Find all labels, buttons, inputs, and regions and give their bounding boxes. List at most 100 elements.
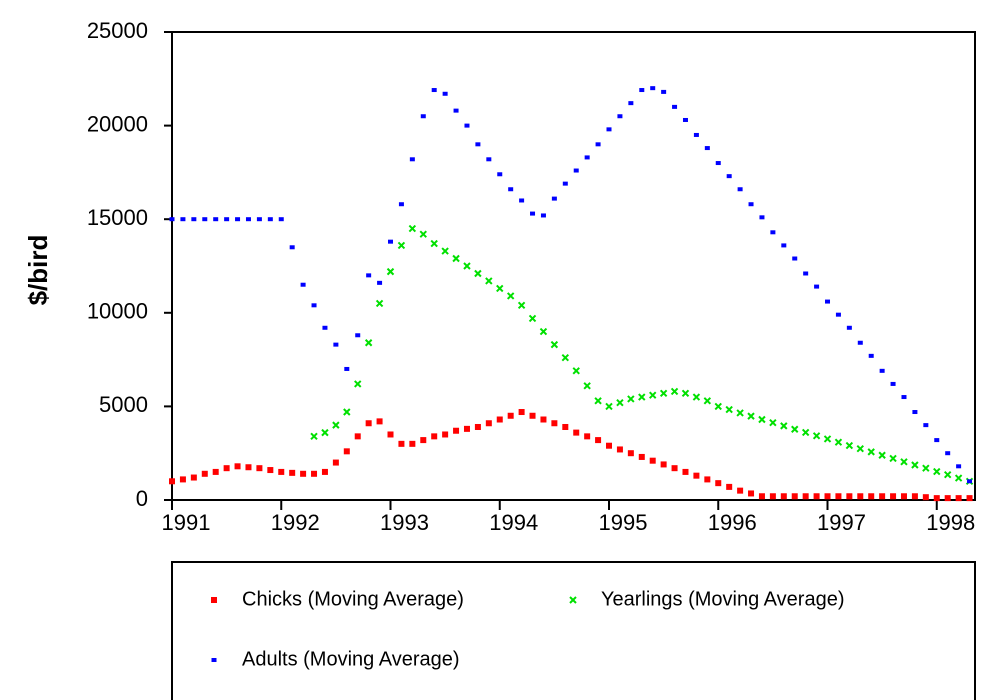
data-point (343, 448, 350, 455)
data-point (256, 465, 263, 472)
data-point (616, 446, 623, 453)
data-point (813, 493, 820, 500)
data-point (791, 425, 799, 433)
data-point (409, 157, 415, 162)
data-point (803, 271, 809, 276)
data-point (550, 340, 559, 349)
data-point (835, 312, 841, 317)
data-point (409, 440, 416, 447)
data-point (900, 458, 908, 466)
y-tick-label: 10000 (87, 299, 148, 324)
data-point (397, 241, 406, 250)
data-point (311, 303, 317, 308)
data-point (934, 438, 940, 443)
data-point (507, 412, 514, 419)
data-point (529, 412, 536, 419)
data-point (474, 423, 481, 430)
data-point (791, 493, 798, 500)
data-point (715, 480, 722, 487)
data-point (650, 86, 656, 91)
data-point (540, 213, 546, 218)
data-point (311, 470, 318, 477)
data-point (825, 299, 831, 304)
data-point (605, 402, 613, 411)
data-point (769, 418, 777, 427)
data-point (278, 468, 285, 475)
data-point (923, 423, 929, 428)
x-tick-label: 1992 (271, 510, 320, 535)
data-point (628, 101, 634, 106)
data-point (474, 269, 482, 278)
legend-marker (569, 596, 577, 604)
data-point (179, 476, 186, 483)
data-point (572, 367, 580, 375)
data-point (561, 354, 570, 362)
data-point (344, 366, 350, 371)
data-point (267, 217, 273, 222)
data-point (955, 495, 962, 502)
data-point (377, 280, 383, 285)
data-point (627, 450, 634, 457)
data-point (715, 161, 721, 166)
data-point (583, 382, 591, 390)
data-point (802, 493, 809, 500)
data-point (365, 420, 372, 427)
data-point (867, 448, 875, 456)
data-point (321, 468, 328, 475)
data-point (551, 420, 558, 427)
data-point (780, 493, 787, 500)
data-point (648, 391, 657, 399)
data-point (812, 432, 821, 440)
data-point (562, 181, 568, 186)
data-point (890, 381, 896, 386)
data-point (912, 410, 918, 415)
data-point (901, 395, 907, 400)
data-point (519, 198, 525, 203)
data-point (933, 467, 941, 476)
data-point (452, 254, 460, 263)
data-point (759, 215, 765, 220)
data-point (834, 438, 843, 446)
data-point (846, 493, 853, 500)
data-point (180, 217, 186, 222)
data-point (289, 245, 295, 250)
data-point (681, 389, 690, 398)
data-point (398, 202, 404, 207)
data-point (463, 425, 470, 432)
data-point (375, 299, 384, 308)
data-point (333, 342, 339, 347)
data-point (890, 493, 897, 500)
data-point (388, 239, 394, 244)
data-point (792, 256, 798, 261)
data-point (191, 217, 197, 222)
data-point (517, 301, 526, 310)
data-point (823, 435, 832, 443)
data-point (573, 168, 579, 173)
y-tick-label: 25000 (87, 18, 148, 43)
data-point (835, 493, 842, 500)
data-point (933, 495, 940, 502)
data-point (508, 187, 514, 192)
data-point (485, 277, 493, 285)
data-point (966, 495, 973, 502)
data-point (562, 423, 569, 430)
data-point (682, 468, 689, 475)
data-point (202, 217, 208, 222)
data-point (539, 327, 548, 336)
x-tick-label: 1991 (162, 510, 211, 535)
data-point (944, 495, 951, 502)
data-point (967, 479, 973, 484)
data-point (703, 397, 712, 405)
data-point (387, 431, 394, 438)
legend-label: Yearlings (Moving Average) (601, 588, 844, 610)
data-point (922, 464, 930, 472)
data-point (595, 142, 601, 147)
data-point (660, 461, 667, 468)
data-point (857, 340, 863, 345)
data-point (856, 444, 864, 453)
data-point (726, 483, 733, 490)
y-tick-label: 15000 (87, 205, 148, 230)
data-point (343, 408, 351, 416)
data-point (408, 224, 417, 233)
